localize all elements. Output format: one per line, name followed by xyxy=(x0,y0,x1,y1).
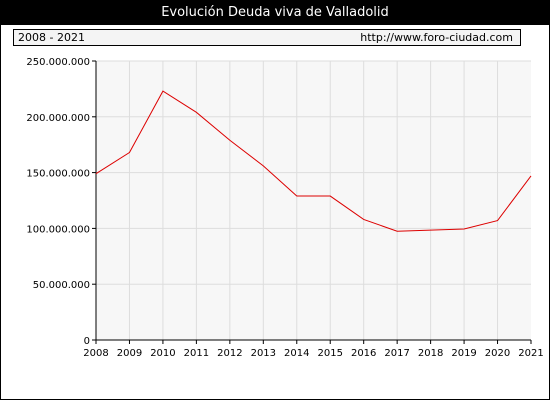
series-line xyxy=(95,90,532,232)
source-url: http://www.foro-ciudad.com xyxy=(360,31,513,44)
x-tick-label: 2012 xyxy=(217,348,242,359)
info-bar: 2008 - 2021 http://www.foro-ciudad.com xyxy=(13,29,521,46)
x-tick-label: 2020 xyxy=(485,348,510,359)
x-tick-label: 2021 xyxy=(518,348,543,359)
period-label: 2008 - 2021 xyxy=(18,31,85,44)
x-tick-label: 2017 xyxy=(384,348,409,359)
chart-title: Evolución Deuda viva de Valladolid xyxy=(1,1,549,25)
x-tick-label: 2011 xyxy=(184,348,209,359)
y-tick-label: 0 xyxy=(84,336,90,347)
y-tick-label: 200.000.000 xyxy=(26,113,90,124)
x-tick-label: 2016 xyxy=(351,348,376,359)
x-tick-label: 2019 xyxy=(451,348,476,359)
x-tick-label: 2013 xyxy=(251,348,276,359)
x-tick-label: 2015 xyxy=(318,348,343,359)
x-tick-label: 2014 xyxy=(284,348,309,359)
y-tick-label: 100.000.000 xyxy=(26,224,90,235)
y-tick-label: 250.000.000 xyxy=(26,57,90,68)
x-tick-label: 2008 xyxy=(83,348,108,359)
plot-area xyxy=(96,61,531,340)
x-tick-label: 2010 xyxy=(150,348,175,359)
y-tick-label: 50.000.000 xyxy=(33,280,90,291)
x-tick-label: 2009 xyxy=(117,348,142,359)
x-tick-label: 2018 xyxy=(418,348,443,359)
y-tick-label: 150.000.000 xyxy=(26,169,90,180)
